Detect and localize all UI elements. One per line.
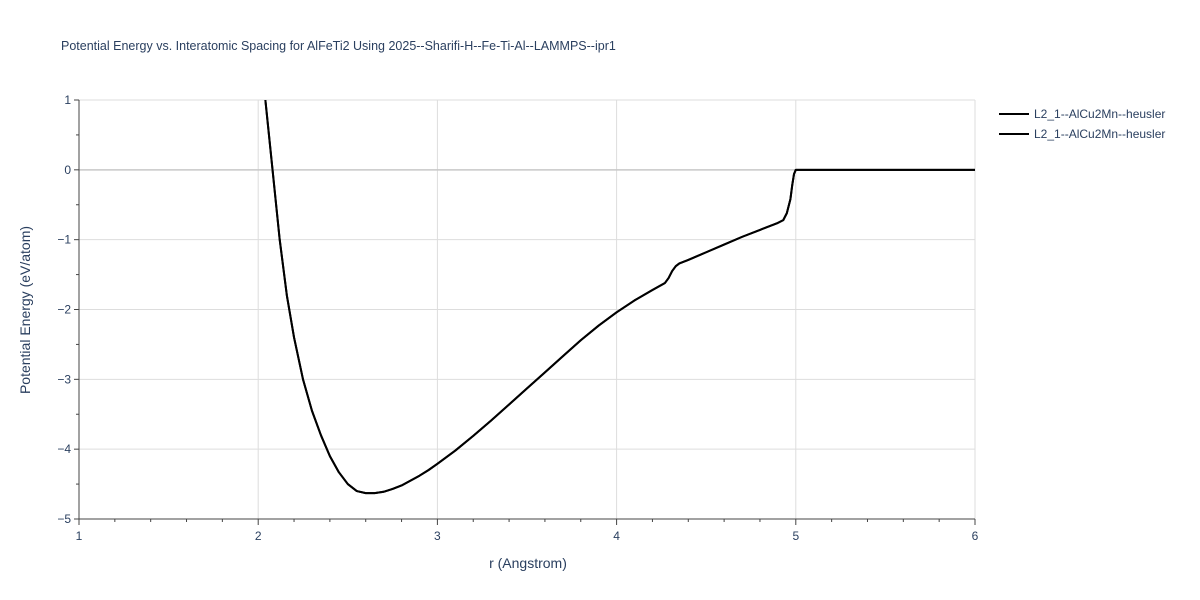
chart-title: Potential Energy vs. Interatomic Spacing…: [61, 39, 616, 53]
x-tick-label: 3: [434, 529, 441, 543]
y-tick-label: −3: [57, 372, 71, 386]
legend-item[interactable]: L2_1--AlCu2Mn--heusler: [999, 107, 1165, 121]
grid: [79, 99, 976, 519]
y-tick-label: 1: [64, 93, 71, 107]
axes: 1 2 3 4 5 6 1 0 −1 −2 −3 −4 −5: [57, 93, 978, 543]
x-tick-label: 4: [613, 529, 620, 543]
series-line-1: [264, 100, 975, 495]
x-tick-label: 1: [76, 529, 83, 543]
x-tick-label: 2: [255, 529, 262, 543]
y-axis-title: Potential Energy (eV/atom): [17, 226, 33, 394]
x-tick-label: 6: [972, 529, 979, 543]
x-axis-title: r (Angstrom): [489, 555, 567, 571]
plot-area: [264, 100, 975, 495]
series-line-2: [264, 100, 975, 495]
legend[interactable]: L2_1--AlCu2Mn--heusler L2_1--AlCu2Mn--heu…: [999, 107, 1165, 141]
y-tick-label: −4: [57, 442, 71, 456]
legend-label: L2_1--AlCu2Mn--heusler: [1034, 127, 1165, 141]
y-tick-label: −1: [57, 233, 71, 247]
y-tick-label: −2: [57, 303, 71, 317]
x-tick-label: 5: [792, 529, 799, 543]
legend-item[interactable]: L2_1--AlCu2Mn--heusler: [999, 127, 1165, 141]
y-tick-label: −5: [57, 512, 71, 526]
legend-label: L2_1--AlCu2Mn--heusler: [1034, 107, 1165, 121]
y-tick-label: 0: [64, 163, 71, 177]
